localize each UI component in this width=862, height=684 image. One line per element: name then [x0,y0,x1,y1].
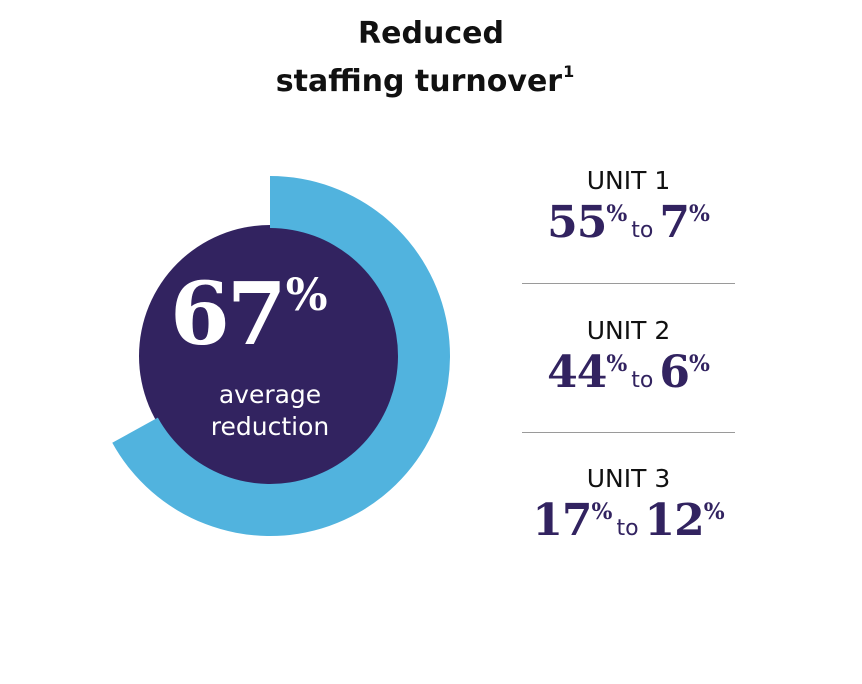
unit-1-to-pct: % [688,201,710,227]
chart-title-line-2: staffing turnover1 [0,62,856,99]
unit-2-label: UNIT 2 [586,316,671,345]
unit-1-connector: to [631,218,654,243]
chart-title-line-1: Reduced [358,16,504,51]
unit-1-from: 55 [547,197,607,248]
unit-divider [522,283,735,284]
unit-1-to: 7 [659,197,690,248]
donut-value-unit: % [285,270,328,321]
unit-3-stat: UNIT 3 17%to 12% [522,466,735,543]
unit-3-from-pct: % [591,499,613,525]
donut-caption-line-2: reduction [210,412,330,441]
unit-1-value: 55%to 7% [522,201,735,245]
unit-1-stat: UNIT 1 55%to 7% [522,168,735,245]
chart-title-text: staffing turnover [275,64,563,99]
unit-1-label: UNIT 1 [586,166,671,195]
unit-3-label: UNIT 3 [586,464,671,493]
unit-2-from-pct: % [606,351,628,377]
unit-2-to: 6 [659,347,690,398]
footnote-marker: 1 [563,62,575,81]
donut-value-number: 67 [170,264,287,365]
unit-1-from-pct: % [606,201,628,227]
donut-center-value: 67% [170,272,370,358]
unit-2-from: 44 [547,347,607,398]
donut-center-disc [139,225,401,487]
unit-3-from: 17 [532,495,592,546]
unit-2-stat: UNIT 2 44%to 6% [522,318,735,395]
unit-3-to: 12 [644,495,705,546]
donut-caption-line-1: average [218,380,322,409]
unit-3-value: 17%to 12% [522,499,735,543]
unit-2-value: 44%to 6% [522,351,735,395]
donut-value-arc [112,176,450,536]
unit-2-to-pct: % [688,351,710,377]
unit-2-connector: to [631,368,654,393]
unit-divider [522,432,735,433]
unit-3-connector: to [616,516,639,541]
unit-3-to-pct: % [703,499,725,525]
